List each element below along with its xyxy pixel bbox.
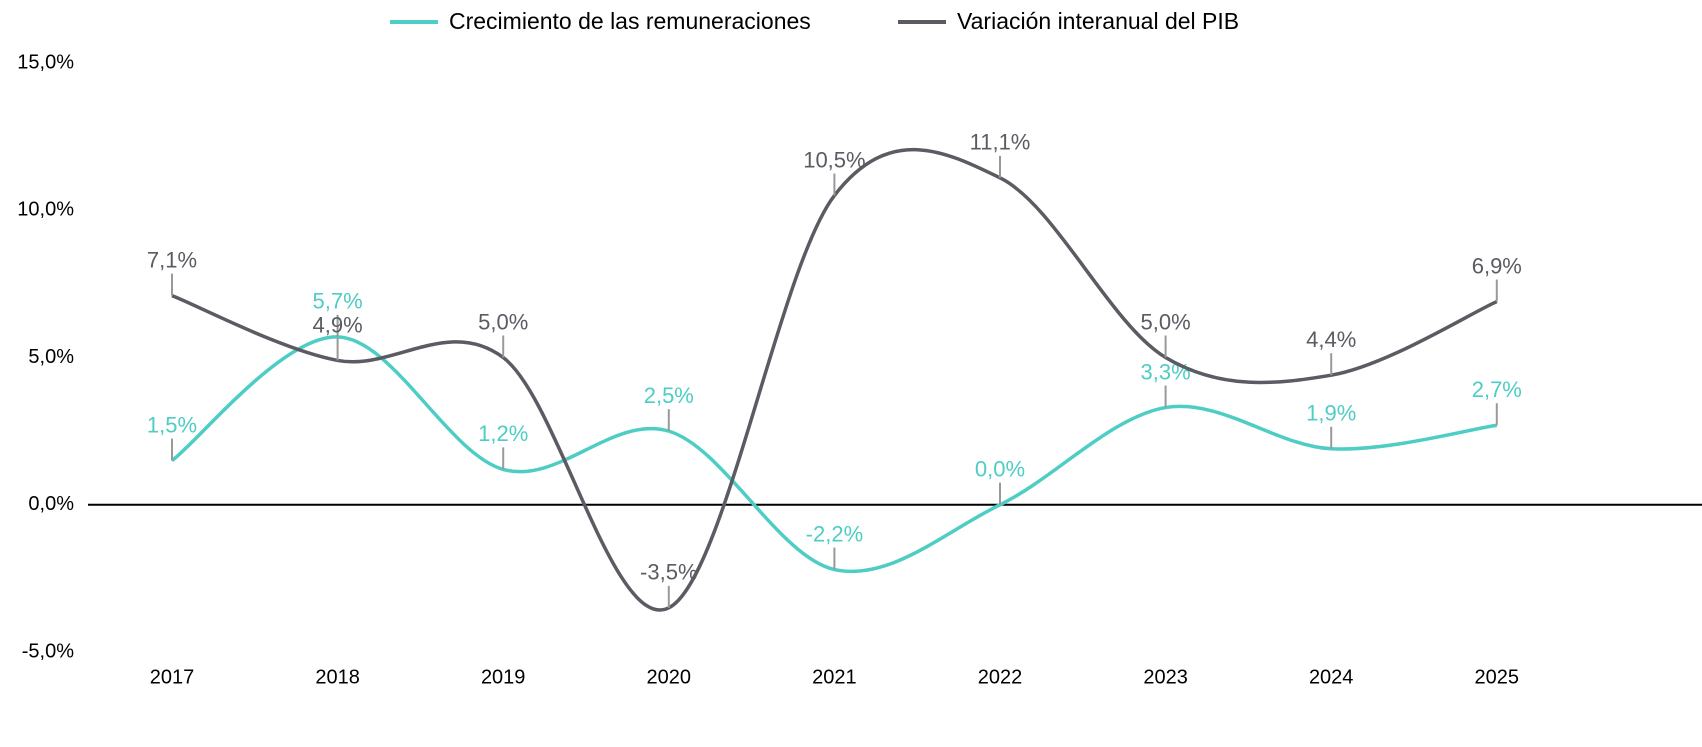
- y-tick-label: 15,0%: [17, 51, 74, 73]
- y-tick-label: 5,0%: [28, 346, 74, 368]
- data-label: 1,5%: [147, 412, 197, 437]
- y-tick-label: 10,0%: [17, 199, 74, 221]
- data-label: 2,5%: [644, 383, 694, 408]
- x-tick-label: 2023: [1143, 666, 1188, 688]
- data-label: 0,0%: [975, 457, 1025, 482]
- data-label: 1,9%: [1306, 401, 1356, 426]
- series-line: [171, 147, 1498, 612]
- data-label: 6,9%: [1472, 253, 1522, 278]
- data-label: 5,0%: [1141, 309, 1191, 334]
- data-label: -2,2%: [806, 521, 863, 546]
- data-label: 5,7%: [313, 289, 363, 314]
- data-label: 1,2%: [478, 421, 528, 446]
- x-tick-label: 2017: [150, 666, 195, 688]
- x-tick-label: 2021: [812, 666, 857, 688]
- data-label: 10,5%: [803, 147, 865, 172]
- data-label: 2,7%: [1472, 377, 1522, 402]
- x-tick-label: 2018: [315, 666, 360, 688]
- y-tick-label: 0,0%: [28, 493, 74, 515]
- x-tick-label: 2022: [978, 666, 1023, 688]
- x-tick-label: 2024: [1309, 666, 1354, 688]
- data-label: -3,5%: [640, 560, 697, 585]
- legend-label: Crecimiento de las remuneraciones: [449, 8, 811, 34]
- data-label: 4,9%: [313, 312, 363, 337]
- y-tick-label: -5,0%: [22, 640, 74, 662]
- x-tick-label: 2025: [1475, 666, 1520, 688]
- x-tick-label: 2020: [647, 666, 692, 688]
- legend-label: Variación interanual del PIB: [957, 8, 1239, 34]
- data-label: 4,4%: [1306, 327, 1356, 352]
- data-label: 11,1%: [970, 130, 1031, 155]
- data-label: 3,3%: [1141, 359, 1191, 384]
- x-tick-label: 2019: [481, 666, 526, 688]
- data-label: 5,0%: [478, 309, 528, 334]
- data-label: 7,1%: [147, 247, 197, 272]
